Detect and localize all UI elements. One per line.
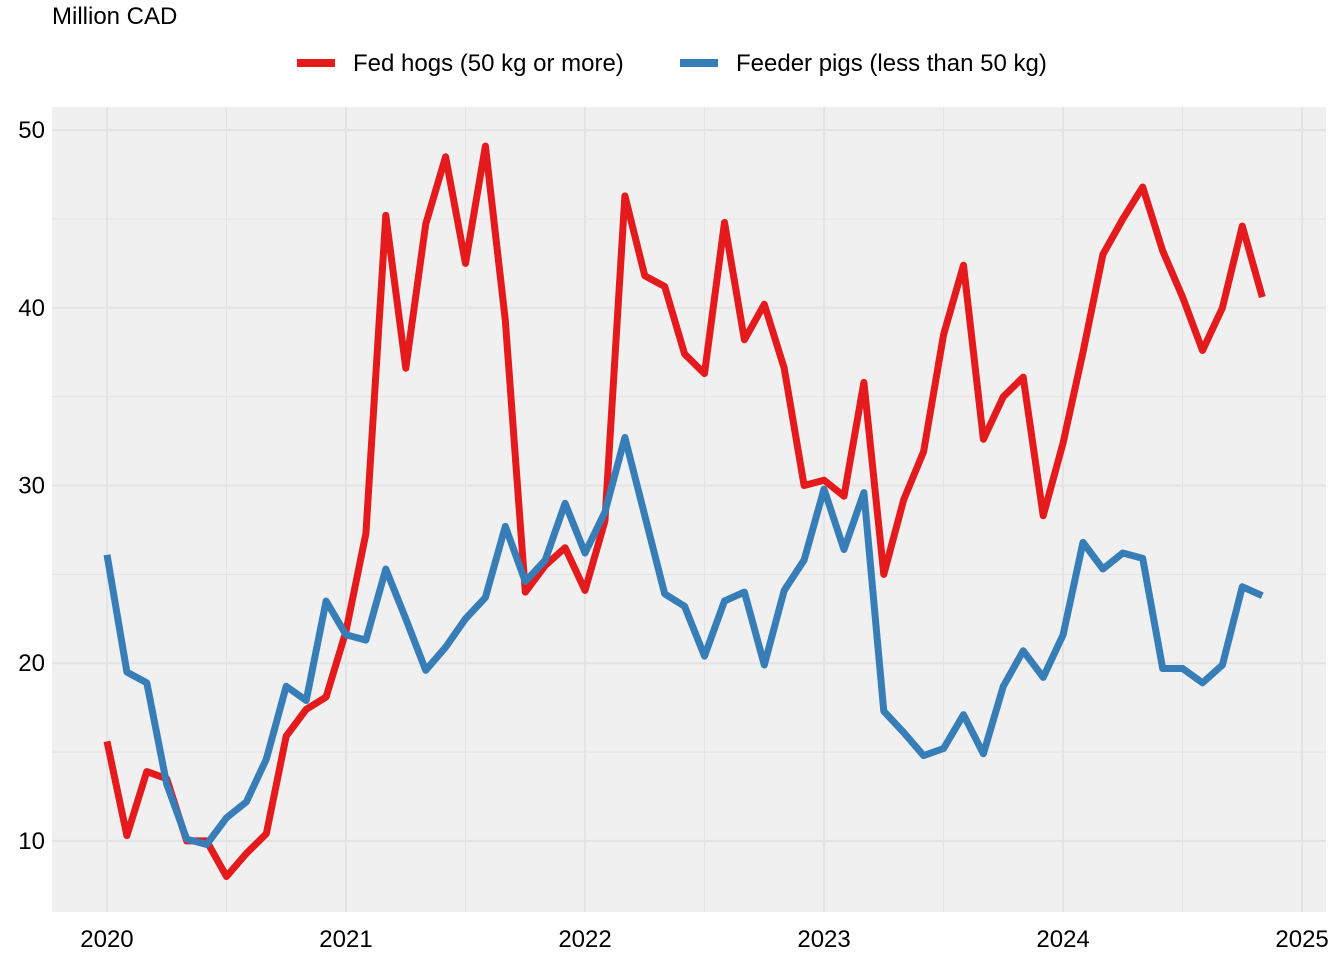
y-axis-label: Million CAD: [52, 3, 177, 30]
minor-gridlines: [52, 107, 1326, 912]
x-tick-label: 2023: [797, 926, 850, 953]
series-line-feeder-pigs: [103, 434, 1264, 848]
plot-panel-background: [52, 107, 1326, 912]
x-tick-label: 2025: [1275, 926, 1328, 953]
x-tick-label: 2020: [80, 926, 133, 953]
x-axis-tick-labels: 2020 2021 2022 2023 2024 2025: [80, 926, 1329, 953]
series-layer: [103, 142, 1266, 880]
y-tick-label: 30: [18, 473, 45, 500]
x-tick-label: 2021: [319, 926, 372, 953]
y-tick-label: 40: [18, 295, 45, 322]
x-tick-label: 2022: [558, 926, 611, 953]
legend-label-feeder-pigs: Feeder pigs (less than 50 kg): [736, 50, 1047, 77]
legend-label-fed-hogs: Fed hogs (50 kg or more): [353, 50, 624, 77]
major-gridlines: [52, 107, 1326, 912]
legend: Fed hogs (50 kg or more) Feeder pigs (les…: [297, 50, 1047, 77]
y-tick-label: 50: [18, 117, 45, 144]
y-axis-tick-labels: 10 20 30 40 50: [18, 117, 45, 855]
y-tick-label: 10: [18, 828, 45, 855]
x-tick-label: 2024: [1036, 926, 1089, 953]
series-line-fed-hogs: [103, 142, 1266, 880]
y-tick-label: 20: [18, 650, 45, 677]
